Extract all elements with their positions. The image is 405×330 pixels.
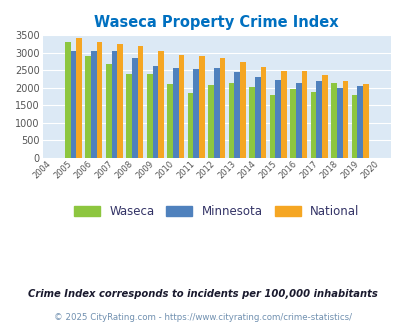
Bar: [260, 67, 265, 158]
Bar: [239, 62, 245, 158]
Bar: [249, 87, 254, 158]
Bar: [290, 89, 295, 158]
Legend: Waseca, Minnesota, National: Waseca, Minnesota, National: [69, 200, 363, 223]
Bar: [330, 83, 336, 158]
Bar: [321, 75, 327, 158]
Bar: [254, 77, 260, 158]
Bar: [147, 75, 152, 158]
Text: Crime Index corresponds to incidents per 100,000 inhabitants: Crime Index corresponds to incidents per…: [28, 289, 377, 299]
Bar: [316, 81, 321, 158]
Bar: [137, 46, 143, 158]
Bar: [70, 51, 76, 158]
Bar: [132, 58, 137, 158]
Bar: [91, 51, 96, 158]
Bar: [228, 83, 234, 158]
Bar: [65, 42, 70, 158]
Bar: [213, 68, 219, 158]
Bar: [351, 95, 357, 158]
Bar: [152, 66, 158, 158]
Bar: [188, 93, 193, 158]
Bar: [76, 38, 81, 158]
Bar: [96, 42, 102, 158]
Bar: [198, 56, 204, 158]
Bar: [111, 51, 117, 158]
Bar: [173, 68, 178, 158]
Bar: [301, 71, 306, 158]
Bar: [275, 80, 280, 158]
Bar: [269, 95, 275, 158]
Bar: [106, 64, 111, 158]
Text: © 2025 CityRating.com - https://www.cityrating.com/crime-statistics/: © 2025 CityRating.com - https://www.city…: [54, 313, 351, 322]
Bar: [219, 58, 224, 158]
Bar: [158, 51, 163, 158]
Bar: [342, 81, 347, 158]
Bar: [193, 69, 198, 158]
Bar: [117, 44, 122, 158]
Bar: [208, 84, 213, 158]
Bar: [126, 75, 132, 158]
Bar: [357, 86, 362, 158]
Bar: [362, 84, 368, 158]
Bar: [295, 82, 301, 158]
Bar: [336, 88, 342, 158]
Title: Waseca Property Crime Index: Waseca Property Crime Index: [94, 15, 338, 30]
Bar: [178, 54, 183, 158]
Bar: [234, 72, 239, 158]
Bar: [280, 71, 286, 158]
Bar: [167, 84, 173, 158]
Bar: [85, 56, 91, 158]
Bar: [310, 92, 316, 158]
